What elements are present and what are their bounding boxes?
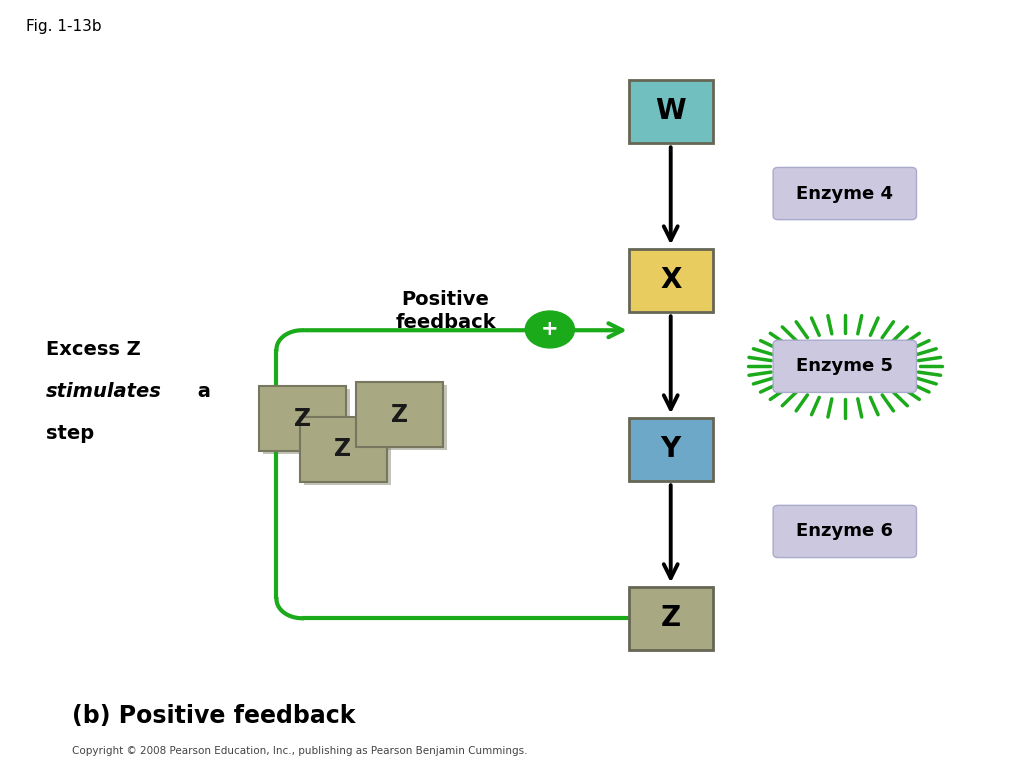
FancyBboxPatch shape: [773, 167, 916, 220]
FancyBboxPatch shape: [773, 340, 916, 392]
Text: (b) Positive feedback: (b) Positive feedback: [72, 703, 355, 728]
FancyBboxPatch shape: [773, 505, 916, 558]
FancyBboxPatch shape: [629, 249, 713, 312]
Text: Z: Z: [660, 604, 681, 632]
FancyBboxPatch shape: [629, 80, 713, 143]
Text: Z: Z: [391, 402, 408, 427]
FancyBboxPatch shape: [304, 419, 391, 485]
FancyBboxPatch shape: [629, 418, 713, 481]
Text: Excess Z: Excess Z: [46, 340, 141, 359]
Text: +: +: [541, 319, 559, 339]
Text: a: a: [191, 382, 211, 401]
FancyBboxPatch shape: [360, 385, 447, 450]
Text: Z: Z: [294, 406, 310, 431]
FancyBboxPatch shape: [300, 416, 387, 482]
Text: Enzyme 4: Enzyme 4: [797, 184, 893, 203]
Text: Enzyme 6: Enzyme 6: [797, 522, 893, 541]
Text: Enzyme 5: Enzyme 5: [797, 357, 893, 376]
FancyBboxPatch shape: [262, 389, 350, 455]
Text: Y: Y: [660, 435, 681, 463]
Text: Z: Z: [335, 437, 351, 462]
FancyBboxPatch shape: [356, 382, 443, 447]
Text: Positive
feedback: Positive feedback: [395, 290, 496, 333]
Text: W: W: [655, 98, 686, 125]
Circle shape: [525, 311, 574, 348]
FancyBboxPatch shape: [258, 386, 346, 452]
Text: stimulates: stimulates: [46, 382, 162, 401]
FancyBboxPatch shape: [629, 587, 713, 650]
Text: X: X: [660, 266, 681, 294]
Text: step: step: [46, 425, 94, 443]
Text: Copyright © 2008 Pearson Education, Inc., publishing as Pearson Benjamin Cumming: Copyright © 2008 Pearson Education, Inc.…: [72, 746, 527, 756]
Text: Fig. 1-13b: Fig. 1-13b: [26, 19, 101, 35]
